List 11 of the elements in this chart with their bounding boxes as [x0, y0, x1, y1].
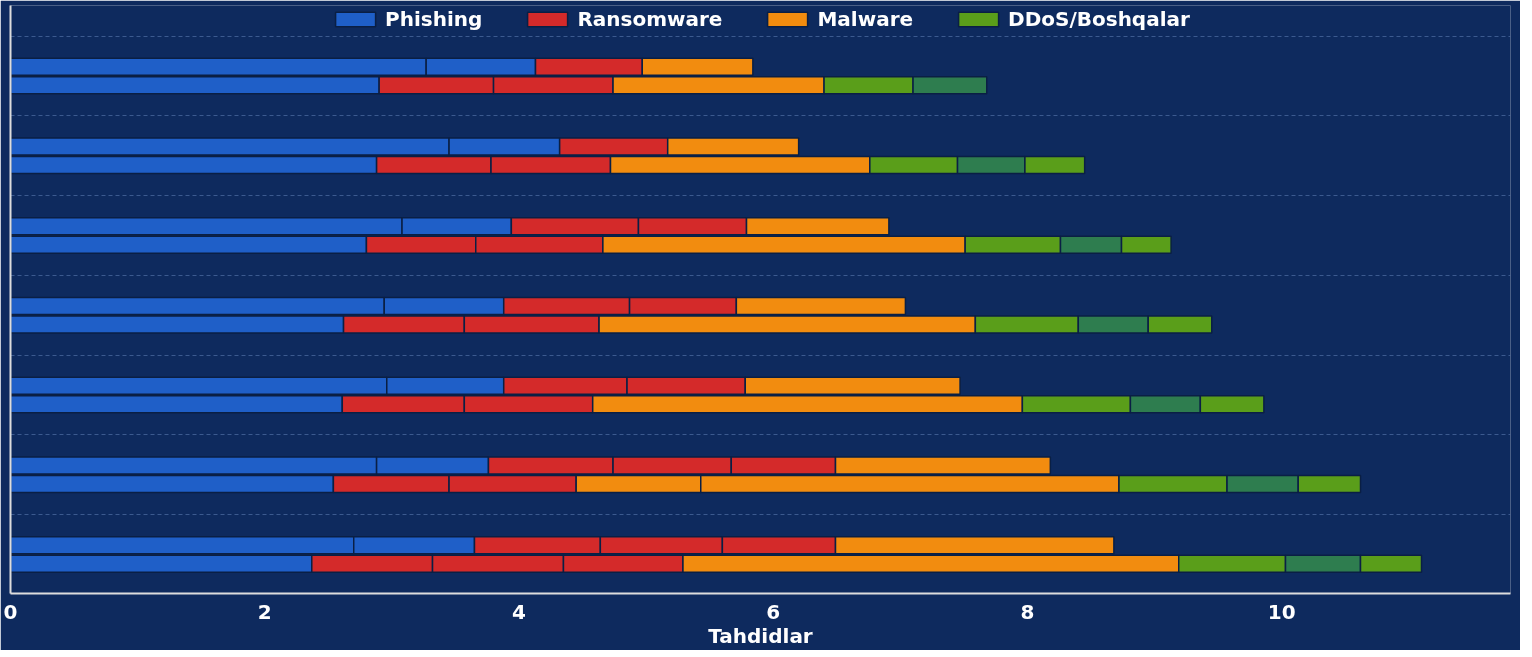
legend-label: DDoS/Boshqalar	[1008, 7, 1190, 31]
x-tick-label: 6	[766, 599, 781, 624]
legend-label: Ransomware	[577, 7, 723, 31]
x-tick-label: 8	[1020, 599, 1035, 624]
x-tick-label: 4	[512, 599, 526, 624]
x-tick-label: 2	[257, 599, 272, 624]
x-tick-label: 0	[3, 599, 18, 624]
x-tick-label: 10	[1267, 599, 1296, 624]
x-axis-title: Tahdidlar	[708, 623, 813, 648]
legend-label: Phishing	[385, 7, 483, 31]
legend-label: Malware	[817, 7, 914, 31]
